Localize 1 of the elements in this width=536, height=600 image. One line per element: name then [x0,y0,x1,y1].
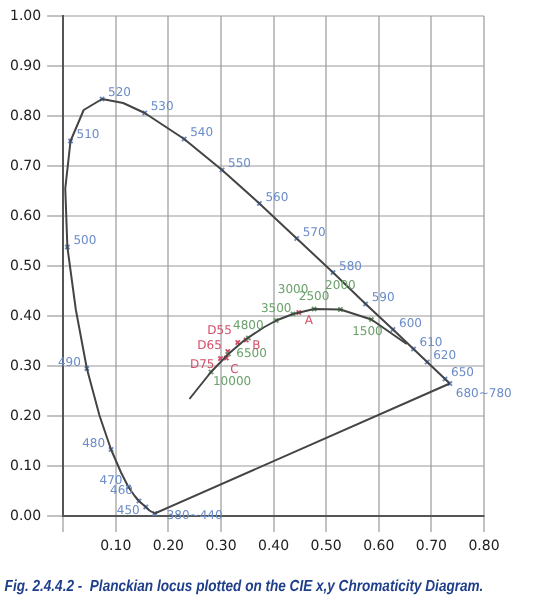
text: Fig. 2.4.4.2 - Planckian locus plotted on the CIE x,y Chromaticity Diagram. [4,575,484,596]
